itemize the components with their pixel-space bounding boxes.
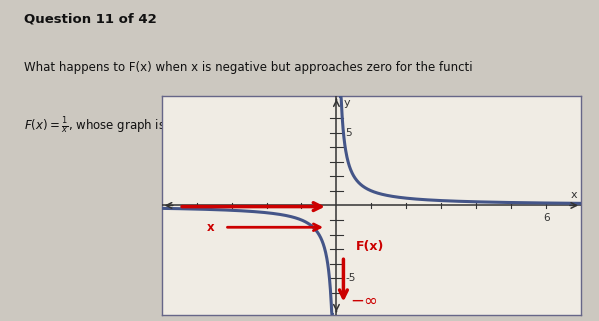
Text: $F(x) = \frac{1}{x}$, whose graph is shown below?: $F(x) = \frac{1}{x}$, whose graph is sho… bbox=[24, 116, 252, 136]
Text: 6: 6 bbox=[543, 213, 549, 223]
Text: y: y bbox=[343, 98, 350, 108]
Text: 5: 5 bbox=[345, 128, 352, 138]
Text: x: x bbox=[207, 221, 214, 234]
Text: What happens to F(x) when x is negative but approaches zero for the functi: What happens to F(x) when x is negative … bbox=[24, 61, 473, 74]
Text: -5: -5 bbox=[345, 273, 356, 283]
Text: Question 11 of 42: Question 11 of 42 bbox=[24, 13, 156, 26]
Text: x: x bbox=[571, 190, 577, 200]
Text: $-\infty$: $-\infty$ bbox=[350, 291, 379, 308]
Text: F(x): F(x) bbox=[356, 240, 384, 253]
